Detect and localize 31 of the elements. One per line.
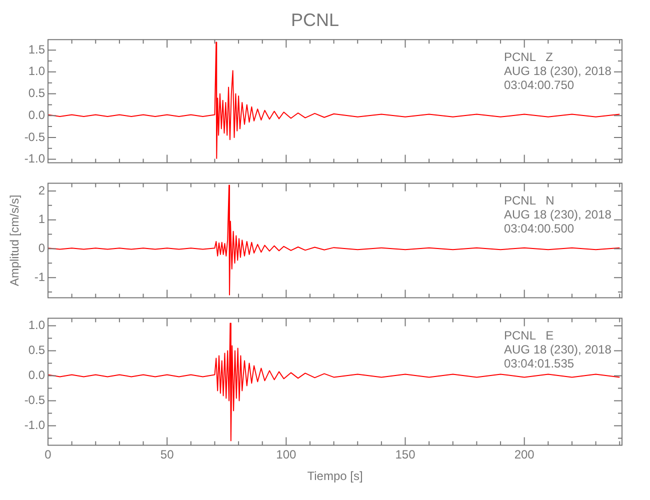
y-tick-label: 1.0 xyxy=(28,64,46,78)
annotation: AUG 18 (230), 2018 xyxy=(504,342,612,357)
annotation: PCNL E xyxy=(504,328,554,343)
chart-title: PCNL xyxy=(290,10,340,30)
annotation: 03:04:00.500 xyxy=(504,222,574,236)
y-tick-label: 1 xyxy=(38,212,46,226)
y-tick-label: 0.0 xyxy=(28,368,46,382)
y-tick-label: -1.0 xyxy=(24,418,46,432)
annotation: AUG 18 (230), 2018 xyxy=(504,208,612,222)
annotation: AUG 18 (230), 2018 xyxy=(504,64,612,78)
y-tick-label: 0.5 xyxy=(28,343,46,358)
x-tick-label: 100 xyxy=(276,448,297,462)
y-tick-label: -0.5 xyxy=(24,393,46,408)
y-tick-label: -1.0 xyxy=(24,152,46,166)
y-tick-label: 2 xyxy=(38,183,46,198)
y-tick-label: 1.0 xyxy=(28,318,46,332)
x-axis-title: Tiempo [s] xyxy=(307,469,363,484)
y-tick-label: -0.5 xyxy=(24,130,46,144)
x-tick-label: 150 xyxy=(395,448,416,462)
y-tick-label: 1.5 xyxy=(28,42,46,56)
x-tick-label: 50 xyxy=(160,448,174,462)
y-axis-title: Amplitud [cm/s/s] xyxy=(8,194,22,286)
annotation: PCNL Z xyxy=(504,50,553,64)
y-tick-label: 0.5 xyxy=(28,86,46,100)
annotation: 03:04:00.750 xyxy=(504,78,574,92)
annotation: PCNL N xyxy=(504,194,554,208)
y-tick-label: 0 xyxy=(38,241,46,256)
y-tick-label: 0.0 xyxy=(28,108,46,122)
y-tick-label: -1 xyxy=(34,270,46,284)
x-tick-label: 200 xyxy=(514,448,535,462)
annotation: 03:04:01.535 xyxy=(504,356,574,371)
